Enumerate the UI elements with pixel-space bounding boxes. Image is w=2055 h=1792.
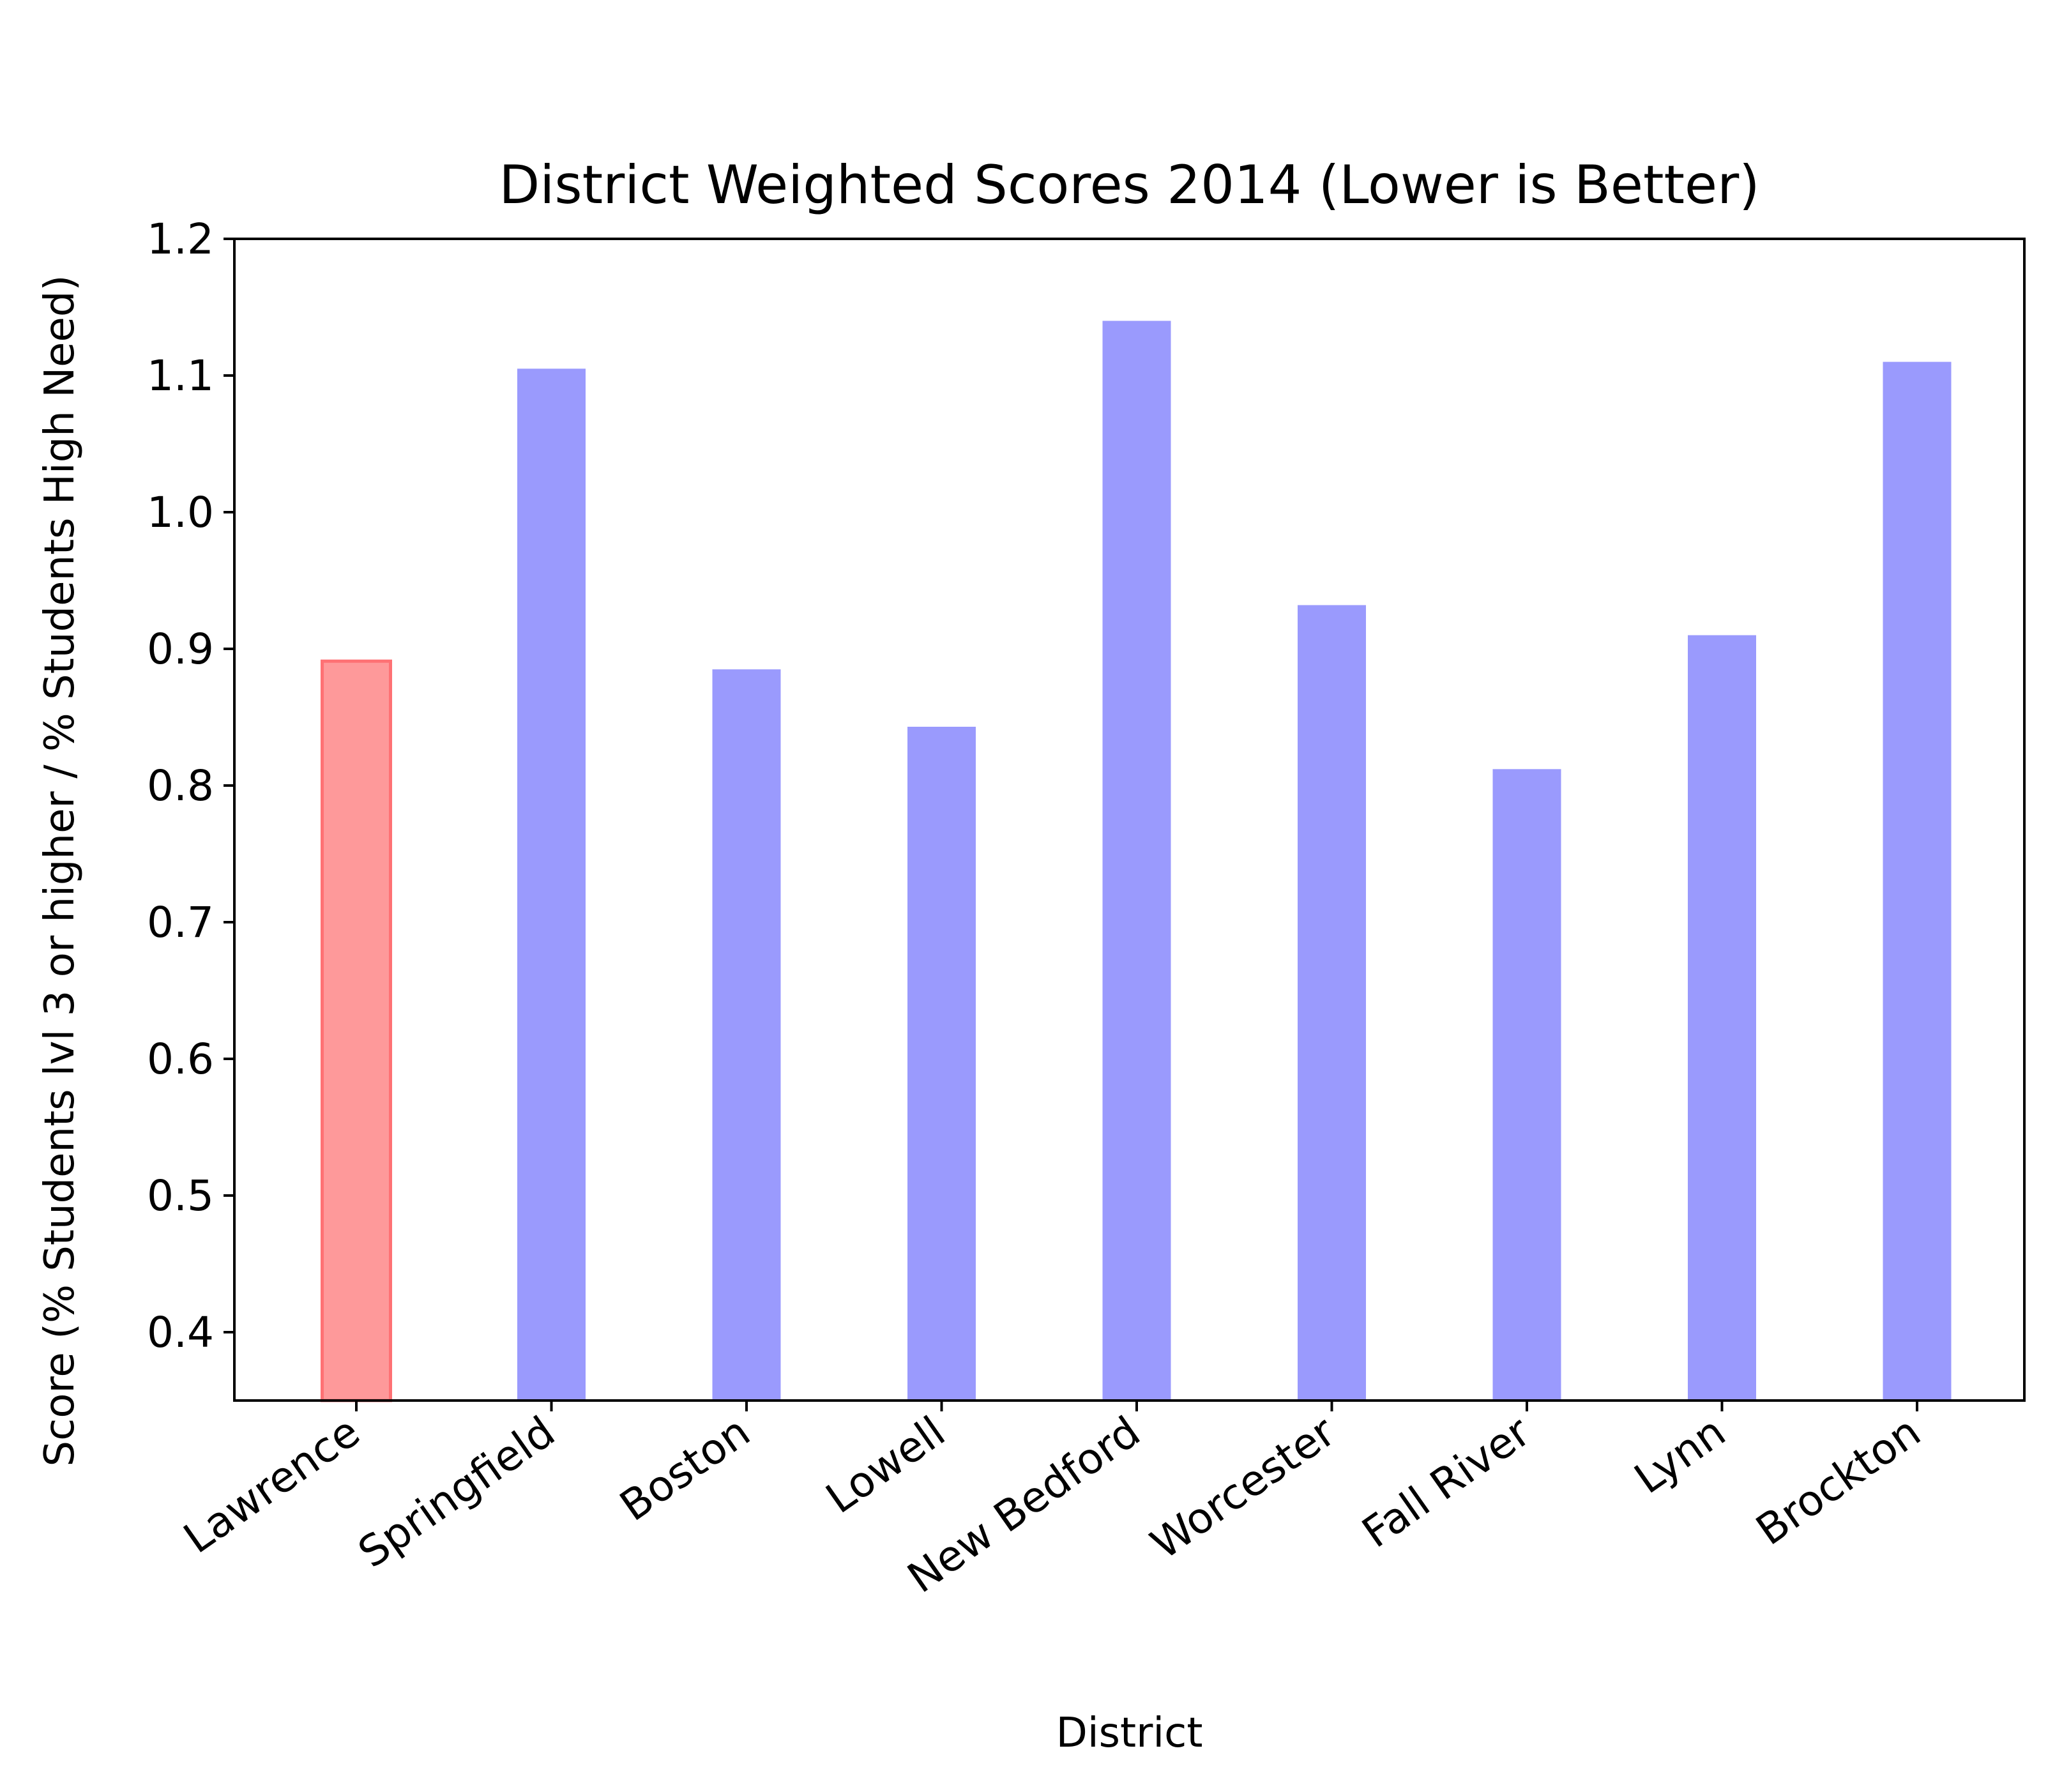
y-tick-label: 1.0 [147, 488, 214, 537]
bars-group [321, 321, 1952, 1402]
chart-title: District Weighted Scores 2014 (Lower is … [499, 154, 1759, 216]
bar-new-bedford [1102, 321, 1171, 1401]
x-tick-label: Fall River [1353, 1407, 1539, 1558]
x-tick-label: Lawrence [175, 1407, 368, 1563]
bar-springfield [517, 368, 586, 1401]
bar-lawrence [321, 659, 392, 1402]
x-tick-label: Springfield [349, 1407, 563, 1577]
bar-lynn [1688, 635, 1756, 1401]
plot-area-frame [233, 238, 2026, 1402]
bar-worcester [1298, 605, 1366, 1401]
x-tick-label: Lowell [817, 1407, 954, 1523]
x-tick-label: Brockton [1747, 1407, 1929, 1555]
y-tick-label: 0.9 [147, 625, 214, 674]
y-tick-label: 1.1 [147, 351, 214, 400]
y-axis-label: Score (% Students lvl 3 or higher / % St… [36, 275, 84, 1467]
y-tick-label: 0.7 [147, 898, 214, 947]
y-tick-label: 0.4 [147, 1308, 214, 1357]
bar-brockton [1883, 361, 1952, 1401]
y-tick-label: 1.2 [147, 215, 214, 264]
x-tick-label: Lynn [1626, 1407, 1734, 1503]
x-tick-label: Boston [611, 1407, 759, 1531]
x-axis-label: District [1056, 1710, 1203, 1757]
bar-fall-river [1492, 769, 1561, 1401]
y-axis-ticks: 0.4 0.5 0.6 0.7 0.8 0.9 1.0 1.1 1.2 [147, 215, 234, 1357]
y-tick-label: 0.5 [147, 1171, 214, 1220]
bar-boston [712, 669, 781, 1401]
y-tick-label: 0.8 [147, 761, 214, 810]
bar-lowell [907, 726, 976, 1401]
y-tick-label: 0.6 [147, 1035, 214, 1084]
x-tick-label: Worcester [1142, 1407, 1344, 1569]
